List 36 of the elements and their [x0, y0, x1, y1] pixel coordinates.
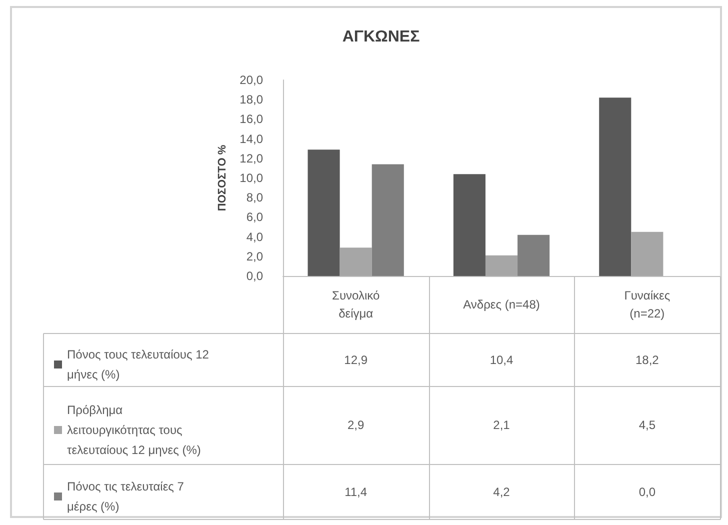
bar: [485, 255, 518, 276]
y-tick-label: 4,0: [246, 230, 264, 244]
legend-label: Πρόβλημα λειτουργικότητας τους τελευταίους 12 μηνες (%): [67, 403, 201, 457]
data-label: 2,9: [347, 418, 364, 432]
data-label: 2,1: [493, 418, 510, 432]
y-tick-label: 0,0: [246, 269, 264, 283]
bar: [599, 98, 632, 276]
y-tick-label: 6,0: [246, 210, 264, 224]
y-tick-label: 10,0: [240, 171, 264, 185]
data-label: 4,2: [493, 484, 510, 498]
x-tick-label: Γυναίκες (n=22): [624, 288, 670, 320]
data-label: 12,9: [344, 352, 368, 366]
y-tick-label: 20,0: [240, 73, 264, 87]
bar: [372, 164, 404, 276]
legend-label: Πόνος τους τελευταίους 12 μήνες (%): [67, 348, 210, 382]
legend-label: Πόνος τις τελευταίες 7 μέρες (%): [67, 480, 184, 514]
data-label: 18,2: [635, 352, 659, 366]
y-tick-label: 8,0: [246, 190, 264, 205]
data-label: 4,5: [638, 418, 656, 432]
bar: [518, 234, 550, 276]
y-axis-title: ΠΟΣΟΣΤΟ %: [216, 144, 228, 212]
bar: [340, 248, 372, 276]
y-tick-label: 2,0: [246, 249, 264, 264]
y-tick-label: 18,0: [240, 92, 264, 107]
data-label: 0,0: [638, 484, 656, 498]
y-tick-label: 16,0: [240, 112, 264, 126]
x-tick-label: Ανδρες (n=48): [463, 298, 540, 312]
x-tick-label: Συνολικό δείγμα: [332, 288, 380, 320]
bar: [308, 150, 340, 276]
y-tick-label: 12,0: [240, 151, 264, 166]
chart-title: ΑΓΚΩΝΕΣ: [342, 28, 420, 46]
y-tick-label: 14,0: [240, 132, 264, 146]
bar: [631, 232, 664, 276]
data-label: 11,4: [344, 484, 368, 498]
data-label: 10,4: [490, 352, 514, 366]
bar: [453, 174, 486, 276]
